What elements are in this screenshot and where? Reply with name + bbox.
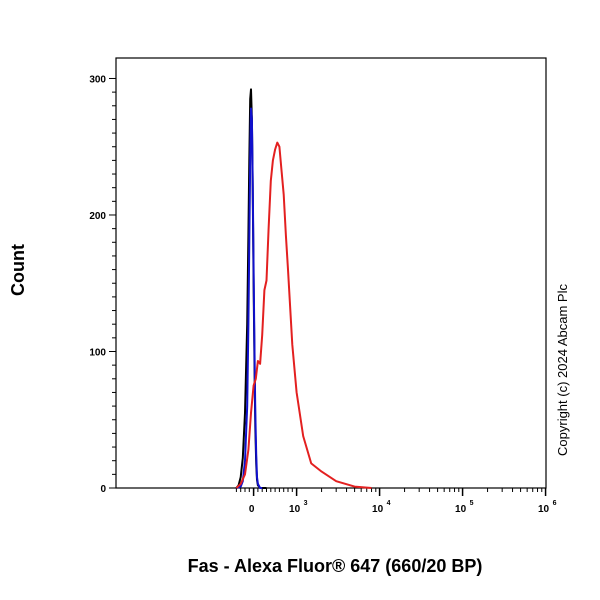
- x-tick-exponent: 5: [470, 500, 474, 507]
- y-tick-label: 200: [89, 211, 106, 222]
- series-layer: [235, 88, 372, 489]
- series-line-3: [235, 141, 372, 489]
- y-tick-label: 100: [89, 347, 106, 358]
- series-line-2: [236, 107, 263, 489]
- y-tick-label: 300: [89, 74, 106, 85]
- x-axis-title: Fas - Alexa Fluor® 647 (660/20 BP): [188, 556, 483, 576]
- x-tick-exponent: 6: [553, 500, 557, 507]
- x-tick-label: 0: [249, 504, 255, 515]
- y-axis-ticks: 0 100 200 300: [89, 74, 116, 495]
- x-tick-label: 10: [538, 504, 550, 515]
- copyright-annotation: Copyright (c) 2024 Abcam Plc: [555, 284, 570, 456]
- x-tick-label: 10: [289, 504, 301, 515]
- x-tick-exponent: 4: [387, 500, 391, 507]
- x-tick-label: 10: [372, 504, 384, 515]
- y-axis-title: Count: [8, 244, 28, 296]
- x-tick-exponent: 3: [304, 500, 308, 507]
- plot-area-frame: [115, 57, 547, 489]
- x-tick-label: 10: [455, 504, 467, 515]
- y-tick-label: 0: [100, 484, 106, 495]
